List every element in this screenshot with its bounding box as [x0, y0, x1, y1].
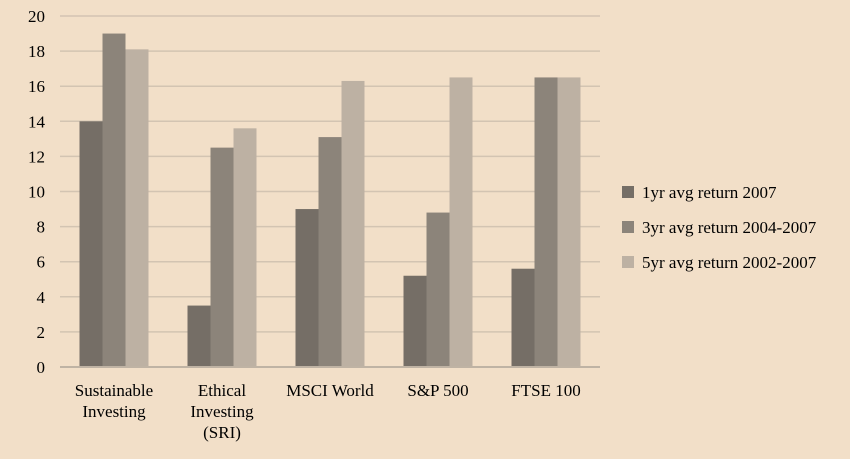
bar-3-4 [449, 77, 473, 368]
bar-2-3 [318, 137, 342, 367]
y-tick-label: 0 [37, 358, 46, 377]
bar-2-4 [426, 212, 450, 367]
y-tick-label: 4 [37, 288, 46, 307]
bars [79, 33, 581, 368]
legend-label: 5yr avg return 2002-2007 [642, 253, 817, 272]
x-category-label: MSCI World [286, 381, 374, 400]
legend-label: 3yr avg return 2004-2007 [642, 218, 817, 237]
y-tick-label: 16 [28, 77, 45, 96]
bar-1-2 [187, 305, 211, 367]
bar-1-1 [79, 121, 103, 367]
y-tick-label: 14 [28, 112, 46, 131]
y-tick-label: 20 [28, 7, 45, 26]
x-axis-category-labels: Sustainable Investing Ethical Investing (SRI… [75, 381, 581, 442]
bar-2-5 [534, 77, 558, 368]
legend: 1yr avg return 2007 3yr avg return 2004-2… [622, 183, 817, 272]
y-tick-label: 8 [37, 218, 46, 237]
x-category-label: FTSE 100 [511, 381, 580, 400]
legend-label: 1yr avg return 2007 [642, 183, 777, 202]
y-tick-label: 6 [37, 253, 46, 272]
bar-3-1 [125, 49, 149, 367]
bar-1-4 [403, 275, 427, 367]
legend-swatch [622, 186, 634, 198]
x-category-label: S&P 500 [407, 381, 468, 400]
bar-3-5 [557, 77, 581, 368]
y-tick-label: 18 [28, 42, 45, 61]
bar-1-5 [511, 268, 535, 367]
legend-swatch [622, 256, 634, 268]
y-tick-label: 12 [28, 147, 45, 166]
bar-2-2 [210, 147, 234, 367]
legend-swatch [622, 221, 634, 233]
x-category-label: Ethical Investing (SRI) [190, 381, 254, 442]
y-tick-label: 2 [37, 323, 46, 342]
bar-3-2 [233, 128, 257, 367]
bar-2-1 [102, 33, 126, 368]
x-category-label: Sustainable Investing [75, 381, 153, 421]
bar-3-3 [341, 80, 365, 367]
y-axis-ticks: 0 2 4 6 8 10 12 14 16 18 20 [28, 7, 46, 377]
bar-1-3 [295, 209, 319, 367]
y-tick-label: 10 [28, 183, 45, 202]
